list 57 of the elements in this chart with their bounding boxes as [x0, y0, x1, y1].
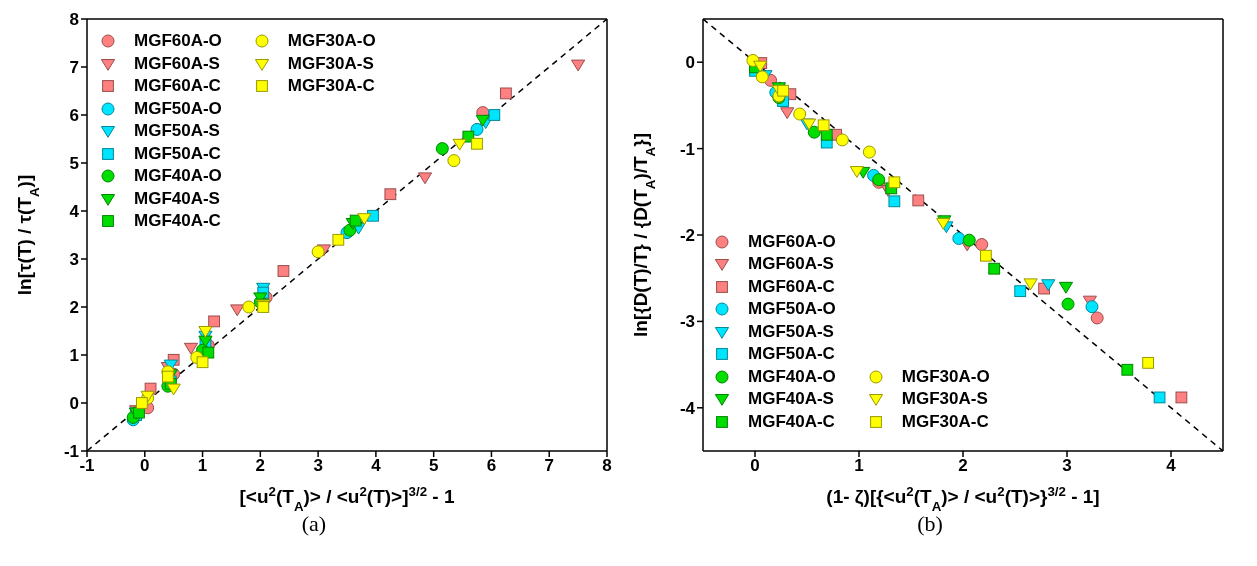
x-tick-label: 8 — [602, 456, 612, 476]
legend-label: MGF50A-S — [134, 121, 220, 142]
legend-label: MGF30A-C — [287, 76, 375, 97]
y-tick-label: 5 — [69, 154, 79, 174]
x-tick-label: 6 — [486, 456, 497, 476]
x-tick-label: 2 — [958, 456, 968, 476]
legend-label: MGF50A-S — [748, 321, 834, 342]
text: (b) — [916, 511, 944, 537]
y-tick-label: -1 — [63, 442, 79, 462]
y-tick-label: -2 — [679, 226, 695, 246]
y-tick-label: -3 — [679, 312, 695, 332]
y-tick-label: 4 — [69, 202, 80, 222]
x-tick-label: 7 — [544, 456, 554, 476]
legend-label: MGF30A-S — [287, 53, 374, 74]
legend-label: MGF40A-O — [748, 366, 836, 387]
x-tick-label: 2 — [255, 456, 266, 476]
x-tick-label: 4 — [371, 456, 382, 476]
legend-label: MGF30A-S — [901, 389, 988, 410]
x-tick-label: 3 — [313, 456, 323, 476]
legend-label: MGF50A-O — [748, 299, 836, 320]
text: (1- ζ)[{<u$^{2}$(T$_{A}$)> / <u$^{2}$(T)>}$^{3/2}$ - 1] — [826, 483, 1100, 514]
x-tick-label: 1 — [854, 456, 864, 476]
legend-label: MGF60A-C — [134, 76, 221, 97]
x-tick-label: 4 — [1166, 456, 1177, 476]
y-tick-label: -4 — [679, 398, 696, 418]
y-tick-label: 3 — [69, 250, 79, 270]
y-tick-label: 7 — [69, 58, 79, 78]
y-tick-label: 0 — [685, 53, 695, 73]
y-tick-label: 0 — [69, 394, 79, 414]
y-tick-label: 6 — [69, 106, 79, 126]
legend-label: MGF40A-O — [134, 166, 222, 187]
x-tick-label: 1 — [197, 456, 208, 476]
x-tick-label: 0 — [140, 456, 150, 476]
y-tick-label: -1 — [679, 139, 695, 159]
legend-label: MGF60A-O — [748, 231, 836, 252]
legend-label: MGF40A-S — [134, 188, 220, 209]
y-tick-label: 8 — [69, 10, 79, 30]
legend-label: MGF60A-S — [134, 53, 220, 74]
x-tick-label: 0 — [750, 456, 760, 476]
legend-label: MGF60A-S — [748, 254, 834, 275]
legend-label: MGF40A-C — [748, 411, 835, 432]
text: [<u$^{2}$(T$_{A}$)> / <u$^{2}$(T)>]$^{3/2}$ - 1 — [239, 483, 455, 514]
y-tick-label: 1 — [69, 346, 79, 366]
legend-label: MGF50A-C — [748, 344, 835, 365]
x-tick-label: 5 — [428, 456, 439, 476]
legend-label: MGF50A-O — [134, 98, 222, 119]
text: (a) — [300, 511, 328, 537]
legend-label: MGF50A-C — [134, 143, 221, 164]
legend-label: MGF30A-C — [901, 411, 989, 432]
legend-label: MGF30A-O — [901, 366, 990, 387]
legend-label: MGF30A-O — [287, 31, 376, 52]
legend-label: MGF40A-S — [748, 389, 834, 410]
legend-label: MGF60A-C — [748, 276, 835, 297]
x-tick-label: 3 — [1062, 456, 1072, 476]
legend-label: MGF60A-O — [134, 31, 222, 52]
legend-label: MGF40A-C — [134, 211, 221, 232]
y-tick-label: 2 — [69, 298, 79, 318]
